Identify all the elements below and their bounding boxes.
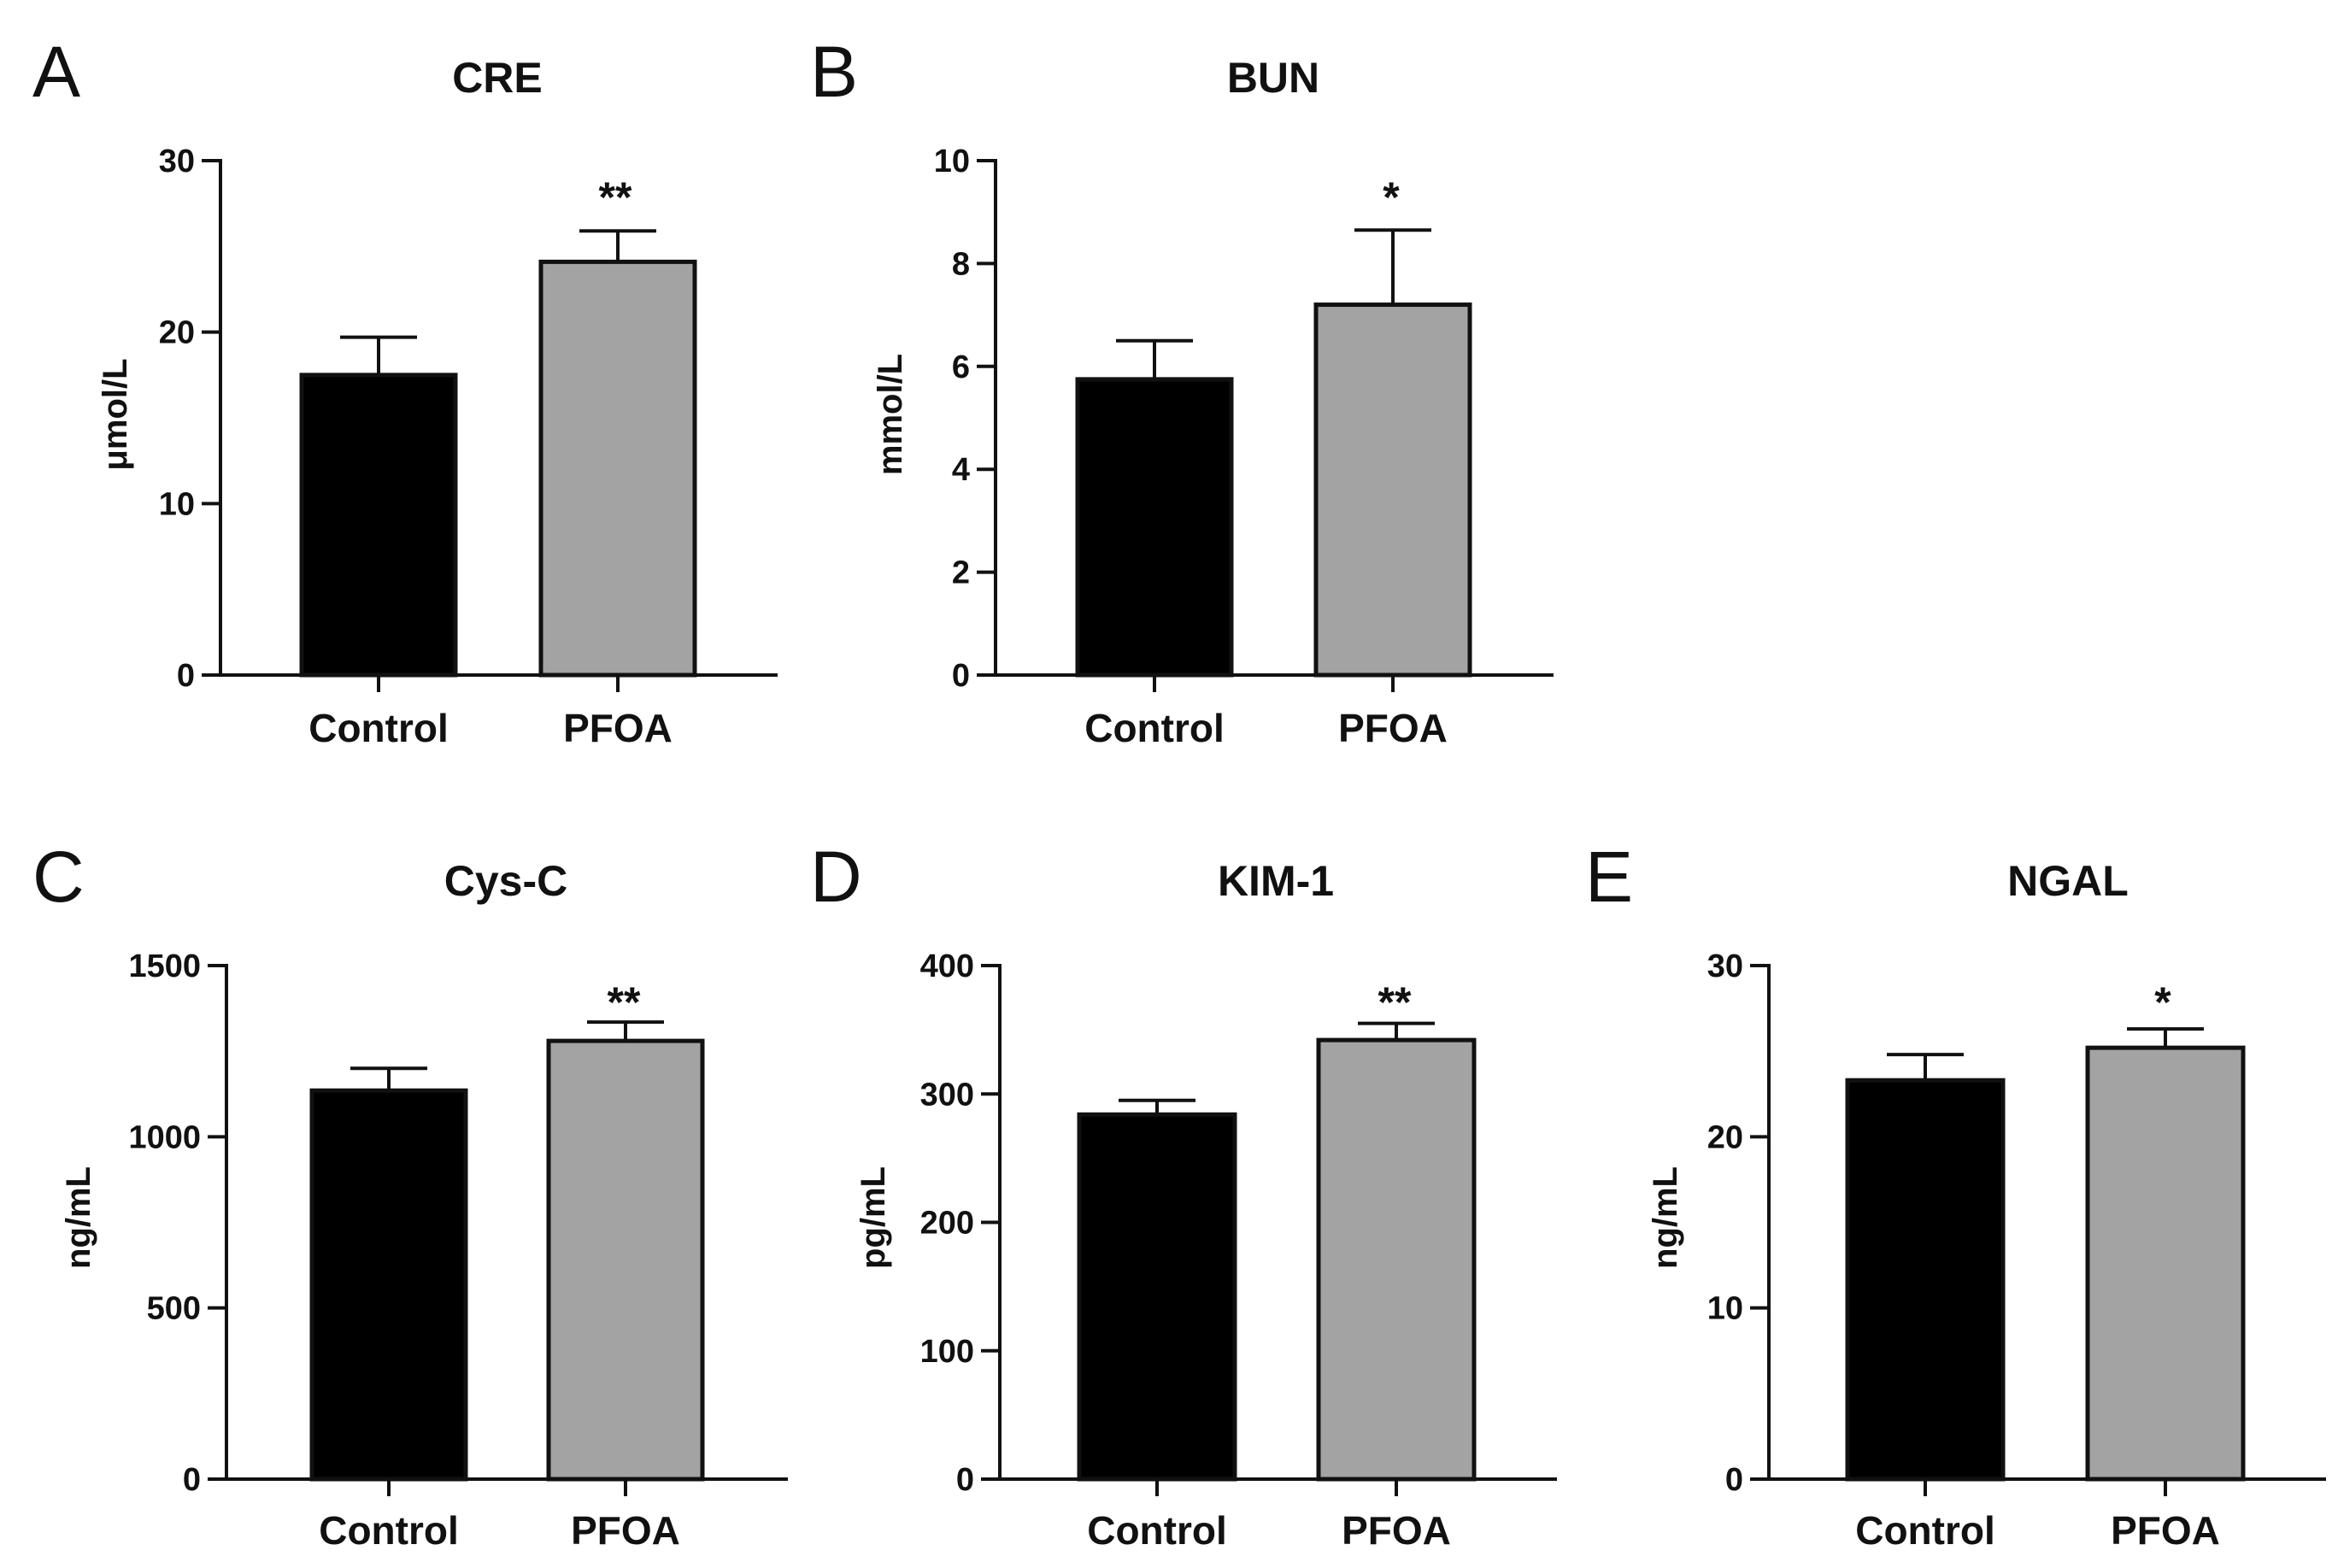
y-tick-label: 400 [920, 948, 974, 984]
y-tick-label: 300 [920, 1077, 974, 1113]
panel-e: E NGAL ng/mL Control PFOA * 0 10 20 30 [1585, 837, 2326, 1553]
y-axis-label: ng/mL [1647, 1166, 1684, 1269]
significance-marker: * [1383, 173, 1400, 221]
y-tick-label: 30 [159, 144, 195, 179]
y-tick-label: 30 [1707, 948, 1743, 984]
category-label-pfoa: PFOA [2111, 1508, 2220, 1553]
chart-title: CRE [452, 54, 543, 102]
significance-marker: ** [1378, 978, 1412, 1026]
category-label-pfoa: PFOA [563, 706, 673, 750]
category-label-control: Control [1855, 1508, 1995, 1553]
panel-d: D KIM-1 pg/mL Control PFOA ** 0 100 200 300… [810, 837, 1557, 1553]
category-label-control: Control [319, 1508, 459, 1553]
y-axis-label: μmol/L [97, 358, 134, 470]
y-tick-label: 2 [952, 555, 970, 591]
bar-control [1845, 1078, 2006, 1482]
y-tick-label: 500 [147, 1291, 201, 1327]
panel-letter: C [32, 837, 85, 917]
y-tick-label: 1500 [128, 948, 201, 984]
chart-title: NGAL [2007, 857, 2129, 905]
y-axis-label: pg/mL [855, 1166, 892, 1269]
y-tick-label: 100 [920, 1334, 974, 1370]
panel-b: B BUN mmol/L Control PFOA * 0 2 4 6 8 10 [810, 32, 1554, 750]
y-axis-label: mmol/L [872, 354, 909, 475]
panel-letter: D [810, 837, 862, 917]
bar-control [299, 373, 458, 678]
panel-letter: B [810, 32, 858, 112]
category-label-pfoa: PFOA [571, 1508, 680, 1553]
y-tick-label: 0 [1725, 1462, 1743, 1498]
bar-pfoa [2085, 1045, 2246, 1482]
bar-control [309, 1088, 468, 1482]
category-label-pfoa: PFOA [1338, 706, 1448, 750]
y-tick-label: 0 [956, 1462, 974, 1498]
significance-marker: ** [599, 173, 632, 221]
bar-control [1075, 377, 1234, 678]
chart-title: BUN [1227, 54, 1319, 102]
significance-marker: ** [608, 978, 641, 1026]
panel-letter: A [32, 32, 80, 112]
bar-pfoa [546, 1038, 705, 1482]
y-tick-label: 0 [952, 658, 970, 694]
category-label-control: Control [308, 706, 449, 750]
y-tick-label: 10 [159, 486, 195, 522]
category-label-control: Control [1087, 1508, 1227, 1553]
y-axis-label: ng/mL [60, 1166, 97, 1269]
y-tick-label: 10 [1707, 1291, 1743, 1327]
bar-pfoa [538, 259, 697, 678]
chart-title: Cys-C [444, 857, 567, 905]
panel-a: A CRE μmol/L Control PFOA ** 0 10 20 30 [32, 32, 778, 750]
y-tick-label: 0 [177, 658, 195, 694]
y-tick-label: 6 [952, 349, 970, 385]
y-tick-label: 1000 [128, 1119, 201, 1155]
y-tick-label: 20 [159, 315, 195, 351]
category-label-control: Control [1084, 706, 1225, 750]
y-tick-label: 0 [183, 1462, 201, 1498]
significance-marker: * [2154, 978, 2171, 1026]
y-tick-label: 10 [934, 144, 970, 179]
panel-c: C Cys-C ng/mL Control PFOA ** 0 500 1000 15… [32, 837, 788, 1553]
bar-control [1077, 1112, 1237, 1482]
bar-pfoa [1313, 302, 1472, 678]
y-tick-label: 4 [952, 452, 970, 488]
category-label-pfoa: PFOA [1342, 1508, 1451, 1553]
panel-letter: E [1585, 837, 1633, 917]
y-tick-label: 20 [1707, 1119, 1743, 1155]
bar-pfoa [1316, 1037, 1477, 1482]
chart-title: KIM-1 [1218, 857, 1334, 905]
y-tick-label: 8 [952, 246, 970, 282]
y-tick-label: 200 [920, 1206, 974, 1242]
